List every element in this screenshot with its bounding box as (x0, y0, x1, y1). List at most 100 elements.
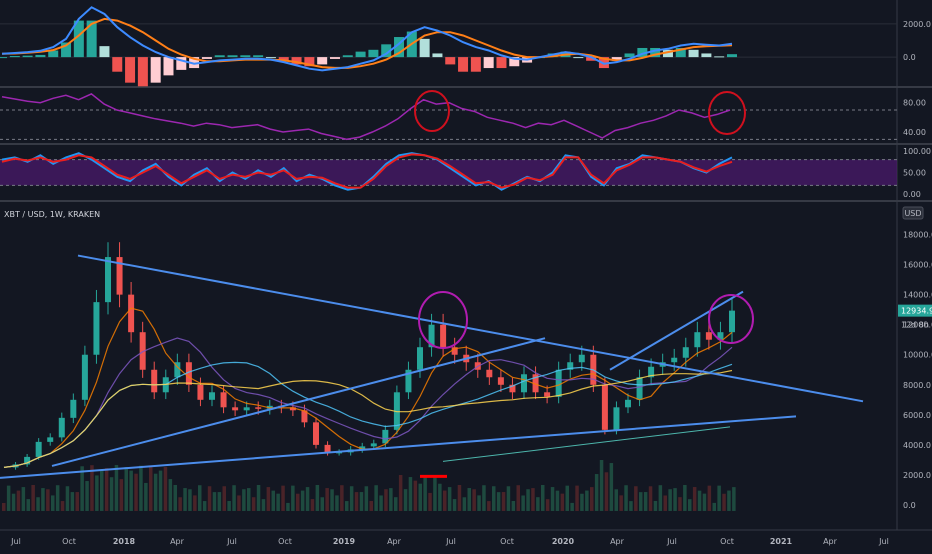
candle-body (289, 407, 296, 411)
volume-bar (286, 502, 290, 511)
volume-bar (296, 493, 300, 511)
volume-bar (541, 485, 545, 511)
volume-bar (21, 487, 26, 511)
volume-bar (712, 502, 716, 511)
volume-bar (114, 465, 119, 511)
macd-histogram-bar (125, 57, 136, 83)
volume-bar (575, 485, 579, 511)
candle-body (116, 257, 123, 295)
volume-bar (60, 501, 65, 511)
volume-bar (349, 486, 354, 511)
magenta-circle-2019 (418, 291, 468, 349)
volume-bar (482, 485, 486, 511)
macd-histogram-bar (150, 57, 161, 83)
candle-body (555, 369, 562, 397)
volume-bar (11, 493, 16, 511)
macd-histogram-bar (637, 47, 648, 58)
volume-bar (452, 499, 457, 511)
currency-label: USD (904, 209, 921, 218)
macd-histogram-bar (240, 55, 251, 58)
macd-histogram-bar (137, 57, 148, 87)
macd-histogram-bar (201, 57, 212, 59)
candle-body (58, 417, 65, 438)
volume-bar (129, 470, 133, 511)
macd-histogram-bar (381, 44, 392, 58)
volume-bar (85, 481, 89, 511)
candle-body (336, 452, 343, 454)
volume-bar (163, 467, 168, 511)
macd-histogram-bar (86, 20, 97, 58)
volume-bar (443, 490, 447, 511)
volume-bar (697, 490, 702, 511)
candle-body (232, 407, 239, 411)
volume-bar (291, 485, 295, 511)
volume-bar (619, 495, 623, 511)
volume-bar (639, 492, 643, 511)
volume-bar (673, 488, 677, 511)
macd-histogram-bar (329, 57, 340, 59)
time-axis-label: Apr (823, 537, 838, 546)
macd-histogram-bar (727, 54, 737, 58)
macd-histogram-bar (22, 55, 33, 58)
volume-bar (403, 489, 408, 511)
candle-body (497, 377, 504, 385)
candle-body (139, 332, 146, 370)
volume-bar (100, 469, 104, 511)
volume-bar (516, 485, 520, 511)
price-tick-label: 16000.0 (903, 261, 932, 270)
candle-body (625, 399, 631, 408)
volume-bar (433, 475, 437, 511)
volume-bar (193, 495, 197, 511)
macd-histogram-bar (496, 57, 507, 69)
macd-histogram-bar (394, 37, 405, 58)
candle-body (209, 392, 215, 400)
candle-body (393, 392, 400, 430)
candle-body (521, 374, 527, 393)
volume-bar (310, 499, 315, 511)
volume-bar (653, 500, 658, 511)
volume-bar (178, 497, 182, 511)
symbol-title: XBT / USD, 1W, KRAKEN (4, 210, 100, 219)
time-axis-label: Apr (610, 537, 625, 546)
candle-body (717, 332, 724, 340)
time-axis-label: 2021 (770, 537, 793, 546)
volume-bar (398, 475, 403, 511)
candle-body (24, 456, 31, 465)
volume-bar (594, 474, 599, 511)
time-axis-label: Jul (445, 537, 456, 546)
volume-bar (570, 502, 574, 511)
volume-bar (75, 492, 79, 511)
candle-body (648, 366, 655, 378)
volume-bar (364, 486, 369, 511)
macd-signal-line (1, 17, 733, 69)
volume-bar (560, 493, 565, 511)
volume-bar (457, 484, 462, 511)
volume-bar (447, 487, 452, 511)
macd-tick-label: 2000.0 (903, 20, 931, 29)
volume-bar (521, 495, 525, 511)
time-axis-label: Jul (10, 537, 21, 546)
lower-support-trendline (0, 415, 797, 479)
volume-bar (609, 463, 614, 511)
candle-body (694, 332, 701, 348)
rsi-line (1, 93, 731, 141)
volume-bar (629, 501, 633, 511)
volume-bar (413, 480, 418, 511)
macd-histogram-bar (304, 57, 315, 67)
macd-histogram-bar (432, 53, 443, 58)
volume-bar (389, 488, 393, 511)
volume-bar (379, 495, 383, 511)
macd-histogram-bar (265, 57, 276, 59)
candle-body (70, 399, 77, 418)
macd-histogram-bar (662, 49, 673, 58)
volume-bar (315, 485, 320, 511)
volume-bar (511, 500, 516, 511)
volume-bar (492, 486, 496, 511)
volume-bar (36, 497, 40, 511)
candle-body (47, 437, 54, 442)
volume-bar (707, 485, 712, 511)
time-axis-label: Jul (666, 537, 677, 546)
time-axis-label: Oct (62, 537, 76, 546)
volume-bar (418, 483, 422, 511)
